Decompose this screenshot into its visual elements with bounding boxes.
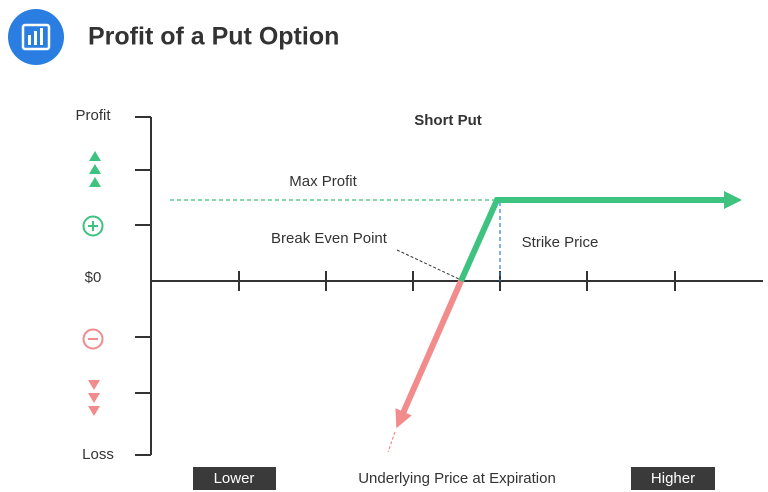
chart-title: Short Put (414, 112, 482, 129)
loss-line (395, 279, 464, 429)
title: Profit of a Put Option (88, 23, 339, 51)
annotation: Strike Price (522, 234, 599, 251)
profit-line (458, 191, 742, 283)
annotation: Break Even Point (271, 230, 388, 247)
break-even-pointer (396, 249, 460, 280)
loss-icons (82, 328, 104, 416)
x-label-box (193, 467, 276, 490)
x-label-box (631, 467, 715, 490)
y-label: Loss (82, 446, 114, 463)
axes (135, 116, 763, 456)
profit-icons (82, 151, 104, 237)
y-label: Profit (75, 107, 111, 124)
loss-extension (387, 431, 396, 453)
icon (8, 9, 64, 65)
x-axis-title: Underlying Price at Expiration (358, 470, 556, 487)
x-label: Lower (214, 470, 255, 487)
y-label: $0 (85, 269, 102, 286)
x-label: Higher (651, 470, 695, 487)
annotation: Max Profit (289, 173, 357, 190)
